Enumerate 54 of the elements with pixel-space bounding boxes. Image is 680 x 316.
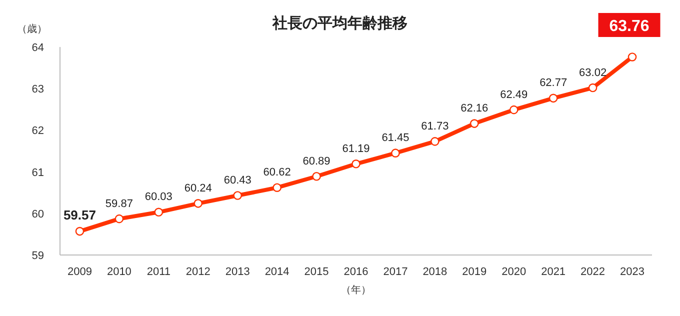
x-tick-label: 2020 bbox=[502, 266, 526, 278]
point bbox=[509, 105, 518, 114]
x-tick-label: 2021 bbox=[541, 266, 566, 278]
data-label: 60.43 bbox=[224, 174, 252, 187]
x-tick-label: 2018 bbox=[422, 266, 448, 278]
data-label: 63.02 bbox=[579, 66, 607, 79]
x-axis-title: （年） bbox=[341, 284, 371, 296]
point bbox=[233, 191, 242, 200]
x-tick-label: 2011 bbox=[146, 266, 170, 278]
y-tick-label: 59 bbox=[32, 250, 44, 262]
y-axis-title: （歳） bbox=[17, 23, 47, 35]
x-tick-label: 2015 bbox=[304, 266, 329, 278]
x-tick-label: 2022 bbox=[580, 266, 606, 278]
y-tick-label: 64 bbox=[32, 42, 44, 54]
x-tick-label: 2013 bbox=[225, 266, 250, 278]
x-tick-label: 2016 bbox=[344, 266, 368, 278]
data-label: 61.45 bbox=[382, 132, 410, 144]
point bbox=[628, 52, 637, 62]
data-label: 60.89 bbox=[302, 155, 330, 168]
x-tick-label: 2019 bbox=[462, 266, 487, 278]
point bbox=[194, 199, 203, 208]
data-label: 60.03 bbox=[144, 191, 172, 204]
point bbox=[114, 214, 124, 224]
point bbox=[272, 183, 282, 192]
data-label: 59.57 bbox=[63, 207, 96, 222]
data-label: 62.16 bbox=[460, 102, 488, 115]
data-label: 59.87 bbox=[105, 198, 133, 210]
point bbox=[470, 119, 479, 128]
data-label: 62.77 bbox=[540, 77, 568, 90]
x-tick-label: 2010 bbox=[106, 266, 132, 278]
x-tick-label: 2023 bbox=[620, 266, 645, 278]
point bbox=[548, 94, 558, 103]
data-label: 61.19 bbox=[342, 142, 370, 155]
point bbox=[154, 208, 164, 217]
data-label: 61.73 bbox=[421, 120, 449, 132]
point bbox=[391, 148, 400, 158]
y-tick-label: 60 bbox=[32, 208, 44, 220]
y-tick-label: 63 bbox=[32, 84, 44, 96]
y-tick-label: 61 bbox=[32, 166, 44, 179]
x-tick-label: 2012 bbox=[186, 266, 210, 278]
x-tick-label: 2009 bbox=[67, 266, 92, 278]
data-label: 60.62 bbox=[263, 166, 291, 179]
data-label: 60.24 bbox=[184, 182, 212, 194]
point bbox=[588, 83, 598, 92]
data-label: 63.76 bbox=[609, 18, 650, 35]
data-label: 62.49 bbox=[500, 88, 528, 101]
x-tick-label: 2017 bbox=[383, 266, 408, 278]
point bbox=[75, 226, 84, 236]
point bbox=[430, 137, 440, 146]
point bbox=[312, 172, 321, 181]
x-tick-label: 2014 bbox=[264, 266, 290, 278]
point bbox=[352, 159, 360, 168]
y-tick-label: 62 bbox=[32, 125, 44, 138]
chart-title: 社長の平均年齢推移 bbox=[272, 15, 408, 32]
